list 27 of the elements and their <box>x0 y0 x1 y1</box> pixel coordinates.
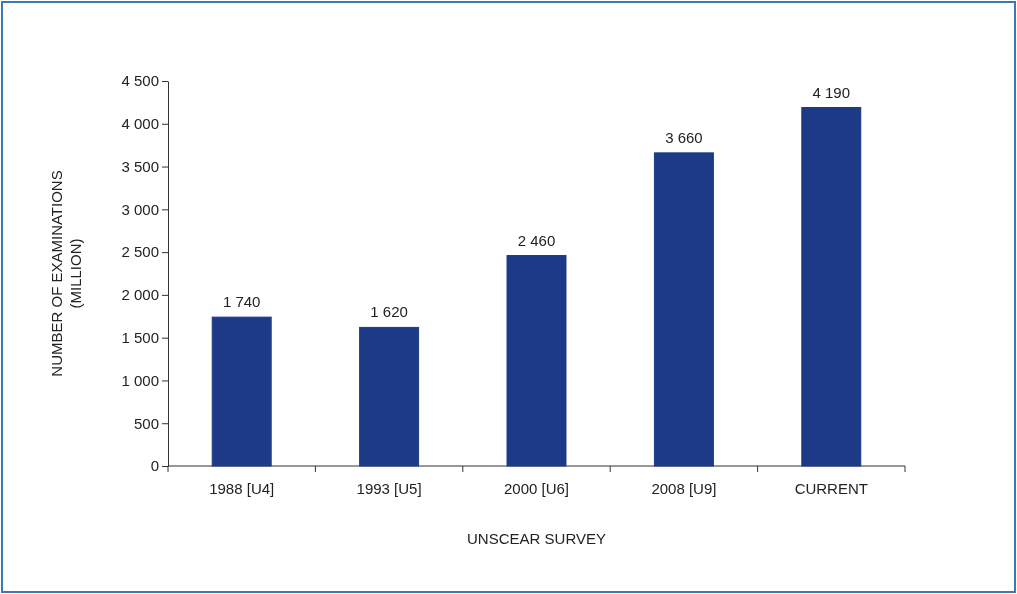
x-tick-label: 2008 [U9] <box>651 480 717 497</box>
y-tick-label: 4 000 <box>121 115 159 133</box>
x-tick-label: 1993 [U5] <box>356 480 422 497</box>
bar <box>653 152 714 467</box>
y-tick-label: 2 500 <box>121 243 159 261</box>
data-label: 1 740 <box>222 293 261 311</box>
x-axis-title: UNSCEAR SURVEY <box>467 530 606 547</box>
y-tick-label: 2 000 <box>121 286 159 304</box>
y-tick-label: 0 <box>150 457 159 475</box>
y-tick-label: 3 000 <box>121 200 159 218</box>
y-tick-label: 1 500 <box>121 328 159 346</box>
y-axis-title: NUMBER OF EXAMINATIONS (MILLION) <box>48 170 84 377</box>
x-tick-label: CURRENT <box>794 480 868 497</box>
x-tick-label: 1988 [U4] <box>209 480 275 497</box>
data-label: 3 660 <box>665 128 703 146</box>
data-label: 1 620 <box>370 303 408 321</box>
bar <box>211 316 272 467</box>
bar <box>359 326 420 467</box>
y-tick-label: 1 000 <box>121 371 159 389</box>
data-label: 2 460 <box>517 231 556 249</box>
y-tick-label: 4 500 <box>121 72 159 90</box>
bar <box>801 107 862 467</box>
x-tick-label: 2000 [U6] <box>503 480 570 497</box>
bar <box>506 255 567 467</box>
data-label: 4 190 <box>812 83 851 101</box>
y-tick-label: 3 500 <box>121 157 159 175</box>
y-tick-label: 500 <box>133 414 159 432</box>
